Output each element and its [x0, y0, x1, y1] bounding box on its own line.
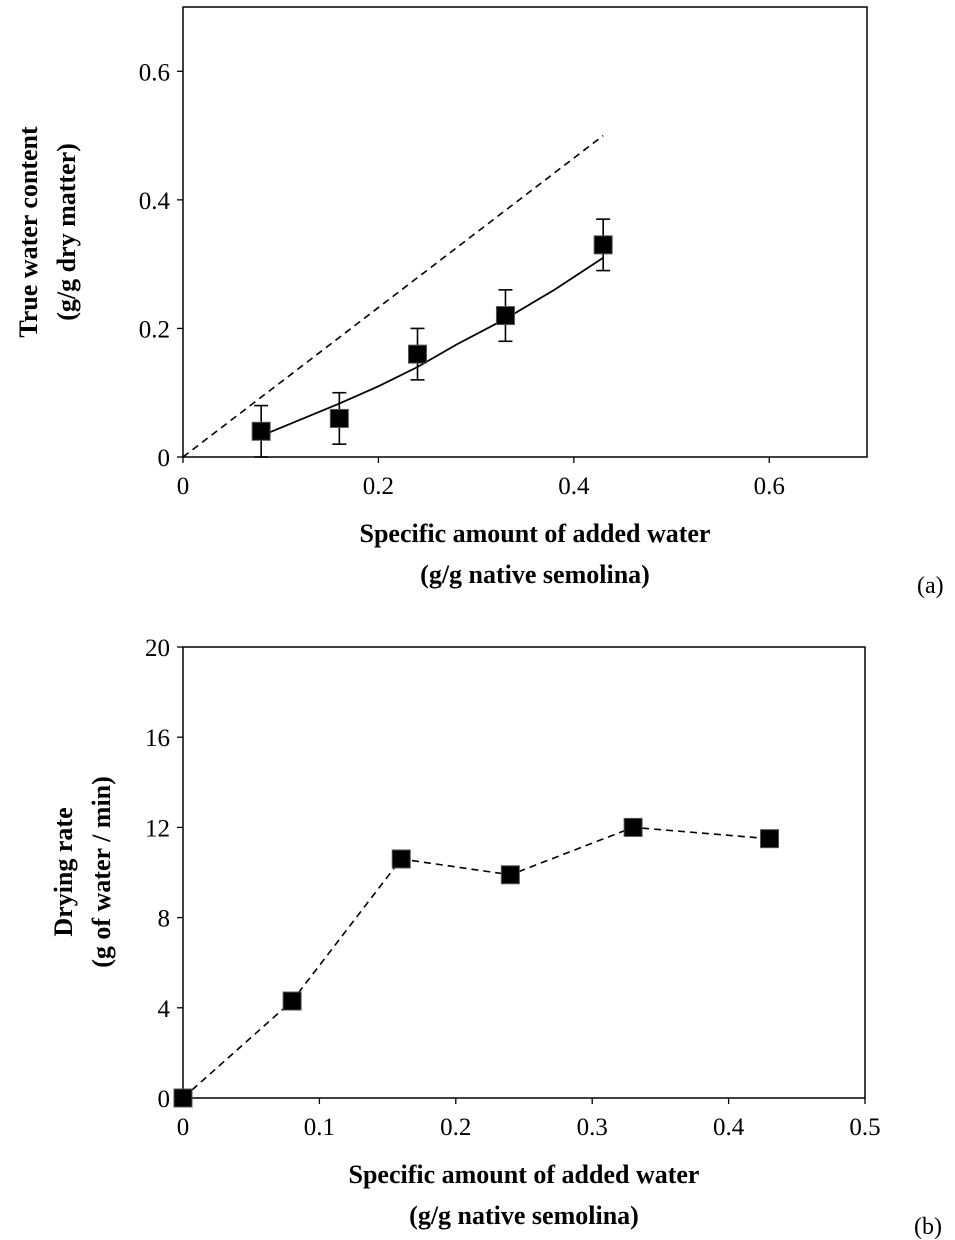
panel-a-marks: [182, 134, 613, 458]
panel-b-label: (b): [914, 1214, 942, 1240]
panel-a-xlabel-line2: (g/g native semolina): [420, 560, 650, 589]
panel-a-label: (a): [917, 573, 944, 599]
panel-b-ylabel-line2: (g of water / min): [87, 776, 116, 968]
panel-a-data-point: [593, 235, 613, 255]
panel-a-plot-frame: [182, 6, 868, 458]
panel-a-xlabel-line1: Specific amount of added water: [360, 519, 711, 548]
panel-b-xtick-label: 0.2: [440, 1114, 471, 1141]
panel-a-ylabel-line1: True water content: [14, 126, 43, 338]
panel-a-tick-labels: 0 0.2 0.4 0.6 0 0.2 0.4 0.6: [139, 59, 785, 500]
panel-b-xtick-label: 0.3: [577, 1114, 608, 1141]
panel-b-data-point: [760, 829, 780, 849]
panel-a-ytick-label: 0.6: [139, 59, 170, 86]
panel-b-xtick-label: 0: [177, 1114, 190, 1141]
panel-b-marks: [173, 817, 780, 1108]
panel-b-ytick-label: 0: [158, 1086, 171, 1113]
panel-b-ytick-label: 12: [145, 815, 170, 842]
panel-a-data-point: [408, 344, 428, 364]
panel-b-ylabel-line1: Drying rate: [49, 807, 78, 936]
panel-b-tick-labels: 0 0.1 0.2 0.3 0.4 0.5 0 4 8 12 16 20: [145, 635, 881, 1141]
panel-b-data-point: [173, 1088, 193, 1108]
panel-a-dashed-reference-line: [182, 134, 604, 458]
panel-a-ytick-label: 0.4: [139, 188, 171, 215]
panel-a-data-point: [329, 408, 349, 428]
panel-b-xtick-label: 0.5: [849, 1114, 880, 1141]
panel-b-data-point: [623, 817, 643, 837]
panel-b-xlabel-line1: Specific amount of added water: [349, 1160, 700, 1189]
panel-b-ytick-label: 4: [158, 996, 171, 1023]
panel-a-xtick-label: 0.2: [363, 473, 394, 500]
panel-b-xtick-label: 0.1: [304, 1114, 335, 1141]
panel-a-ytick-label: 0: [158, 445, 171, 472]
panel-b-xlabel-line2: (g/g native semolina): [409, 1201, 639, 1230]
panel-b-data-point: [500, 865, 520, 885]
panel-a-xtick-label: 0.4: [558, 473, 590, 500]
panel-b-ytick-label: 20: [145, 635, 170, 662]
panel-a-data-point: [495, 306, 515, 326]
panel-b-data-point: [282, 991, 302, 1011]
panel-b-plot-frame: [182, 646, 866, 1099]
panel-a-ylabel-line2: (g/g dry matter): [52, 143, 81, 321]
panel-a-ytick-label: 0.2: [139, 316, 170, 343]
panel-b-data-point: [391, 849, 411, 869]
panel-b-ytick-label: 16: [145, 725, 170, 752]
panel-a-chart: 0 0.2 0.4 0.6 0 0.2 0.4 0.6 Specific amount of …: [14, 6, 944, 599]
panel-a-solid-fit-line: [260, 256, 604, 437]
panel-a-data-point: [251, 421, 271, 441]
panel-a-xtick-label: 0.6: [754, 473, 785, 500]
panel-b-chart: 0 0.1 0.2 0.3 0.4 0.5 0 4 8 12 16 20 Specific amoun…: [49, 635, 942, 1240]
panel-b-dashed-line-with-markers: [182, 826, 770, 1099]
panel-a-xtick-label: 0: [177, 473, 190, 500]
panel-b-xtick-label: 0.4: [713, 1114, 745, 1141]
panel-b-ytick-label: 8: [158, 906, 171, 933]
